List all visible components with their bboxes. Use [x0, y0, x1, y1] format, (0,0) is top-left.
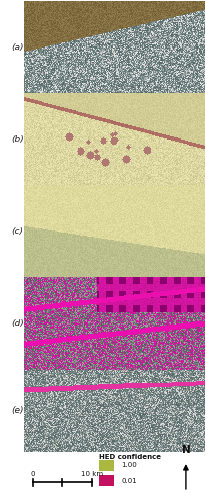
Text: (c): (c)	[11, 227, 23, 236]
Text: 0.01: 0.01	[121, 478, 137, 484]
Text: 1.00: 1.00	[121, 462, 137, 468]
Bar	[99, 460, 114, 470]
Text: 10 km: 10 km	[81, 471, 103, 477]
Text: 0: 0	[30, 471, 35, 477]
Text: (d): (d)	[11, 319, 24, 328]
Text: N: N	[181, 446, 190, 456]
Text: (e): (e)	[11, 406, 23, 415]
Bar	[99, 476, 114, 486]
Text: (a): (a)	[11, 42, 23, 51]
Text: (b): (b)	[11, 134, 24, 143]
Text: HED confidence: HED confidence	[99, 454, 161, 460]
